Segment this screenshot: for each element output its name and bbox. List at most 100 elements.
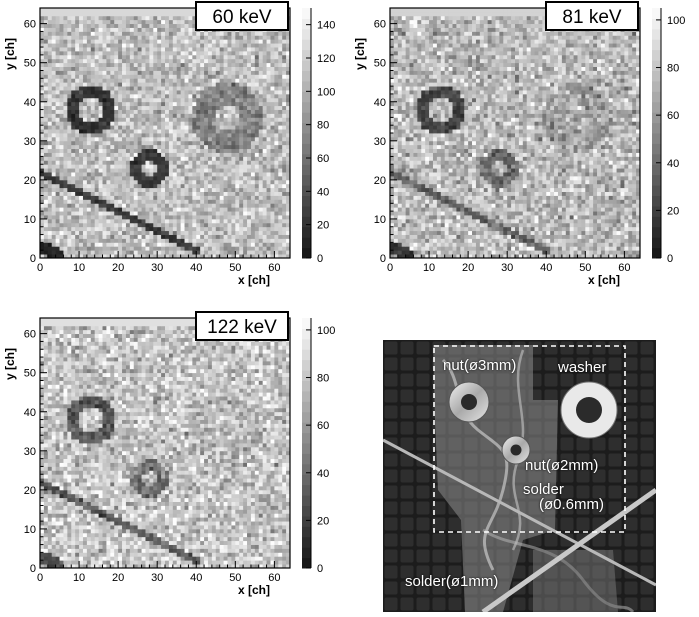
heatmap-cell: [456, 219, 460, 223]
heatmap-cell: [40, 156, 44, 160]
heatmap-cell: [282, 188, 286, 192]
heatmap-cell: [145, 20, 149, 24]
heatmap-cell: [445, 219, 449, 223]
heatmap-cell: [628, 242, 632, 246]
heatmap-cell: [578, 227, 582, 231]
heatmap-cell: [40, 227, 44, 231]
heatmap-cell: [118, 172, 122, 176]
heatmap-cell: [118, 156, 122, 160]
heatmap-cell: [181, 110, 185, 114]
heatmap-cell: [196, 47, 200, 51]
heatmap-cell: [138, 90, 142, 94]
heatmap-cell: [52, 246, 56, 250]
heatmap-cell: [228, 188, 232, 192]
heatmap-cell: [550, 223, 554, 227]
heatmap-cell: [204, 141, 208, 145]
heatmap-cell: [91, 71, 95, 75]
heatmap-cell: [208, 199, 212, 203]
heatmap-cell: [185, 168, 189, 172]
heatmap-cell: [208, 176, 212, 180]
heatmap-cell: [628, 246, 632, 250]
heatmap-cell: [196, 211, 200, 215]
heatmap-cell: [581, 215, 585, 219]
heatmap-cell: [270, 102, 274, 106]
heatmap-cell: [79, 102, 83, 106]
heatmap-cell: [161, 180, 165, 184]
heatmap-cell: [255, 227, 259, 231]
heatmap-cell: [200, 74, 204, 78]
heatmap-cell: [114, 199, 118, 203]
heatmap-cell: [224, 110, 228, 114]
heatmap-cell: [484, 223, 488, 227]
heatmap-cell: [103, 211, 107, 215]
heatmap-cell: [251, 98, 255, 102]
heatmap-cell: [495, 231, 499, 235]
heatmap-cell: [181, 55, 185, 59]
heatmap-cell: [149, 160, 153, 164]
heatmap-cell: [270, 235, 274, 239]
heatmap-cell: [161, 153, 165, 157]
heatmap-cell: [149, 137, 153, 141]
heatmap-cell: [220, 215, 224, 219]
heatmap-cell: [208, 98, 212, 102]
heatmap-cell: [161, 31, 165, 35]
heatmap-cell: [243, 129, 247, 133]
heatmap-cell: [126, 219, 130, 223]
heatmap-cell: [460, 250, 464, 254]
heatmap-cell: [402, 219, 406, 223]
heatmap-cell: [52, 242, 56, 246]
heatmap-cell: [429, 215, 433, 219]
heatmap-cell: [499, 227, 503, 231]
heatmap-cell: [224, 231, 228, 235]
heatmap-cell: [149, 250, 153, 254]
heatmap-cell: [255, 176, 259, 180]
heatmap-cell: [546, 235, 550, 239]
heatmap-cell: [75, 211, 79, 215]
heatmap-cell: [239, 192, 243, 196]
heatmap-cell: [480, 215, 484, 219]
heatmap-cell: [177, 39, 181, 43]
heatmap-cell: [153, 188, 157, 192]
heatmap-cell: [157, 164, 161, 168]
heatmap-cell: [185, 102, 189, 106]
heatmap-cell: [188, 47, 192, 51]
heatmap-cell: [138, 98, 142, 102]
heatmap-cell: [130, 238, 134, 242]
heatmap-cell: [554, 231, 558, 235]
heatmap-cell: [263, 106, 267, 110]
heatmap-cell: [153, 8, 157, 12]
heatmap-cell: [235, 176, 239, 180]
heatmap-cell: [441, 238, 445, 242]
heatmap-cell: [624, 242, 628, 246]
heatmap-cell: [106, 129, 110, 133]
heatmap-cell: [75, 51, 79, 55]
heatmap-cell: [220, 219, 224, 223]
heatmap-cell: [263, 125, 267, 129]
heatmap-cell: [255, 145, 259, 149]
heatmap-cell: [263, 164, 267, 168]
heatmap-cell: [157, 82, 161, 86]
heatmap-cell: [398, 250, 402, 254]
heatmap-cell: [270, 203, 274, 207]
heatmap-cell: [212, 203, 216, 207]
heatmap-cell: [52, 180, 56, 184]
heatmap-cell: [60, 141, 64, 145]
heatmap-cell: [460, 215, 464, 219]
heatmap-cell: [145, 102, 149, 106]
heatmap-cell: [48, 223, 52, 227]
heatmap-cell: [216, 215, 220, 219]
heatmap-cell: [118, 125, 122, 129]
heatmap-cell: [402, 250, 406, 254]
heatmap-cell: [114, 67, 118, 71]
heatmap-cell: [95, 235, 99, 239]
heatmap-cell: [255, 160, 259, 164]
heatmap-cell: [95, 156, 99, 160]
heatmap-cell: [212, 176, 216, 180]
heatmap-cell: [192, 192, 196, 196]
heatmap-cell: [200, 47, 204, 51]
heatmap-cell: [161, 227, 165, 231]
heatmap-cell: [228, 117, 232, 121]
heatmap-cell: [251, 82, 255, 86]
heatmap-cell: [212, 78, 216, 82]
heatmap-cell: [185, 74, 189, 78]
